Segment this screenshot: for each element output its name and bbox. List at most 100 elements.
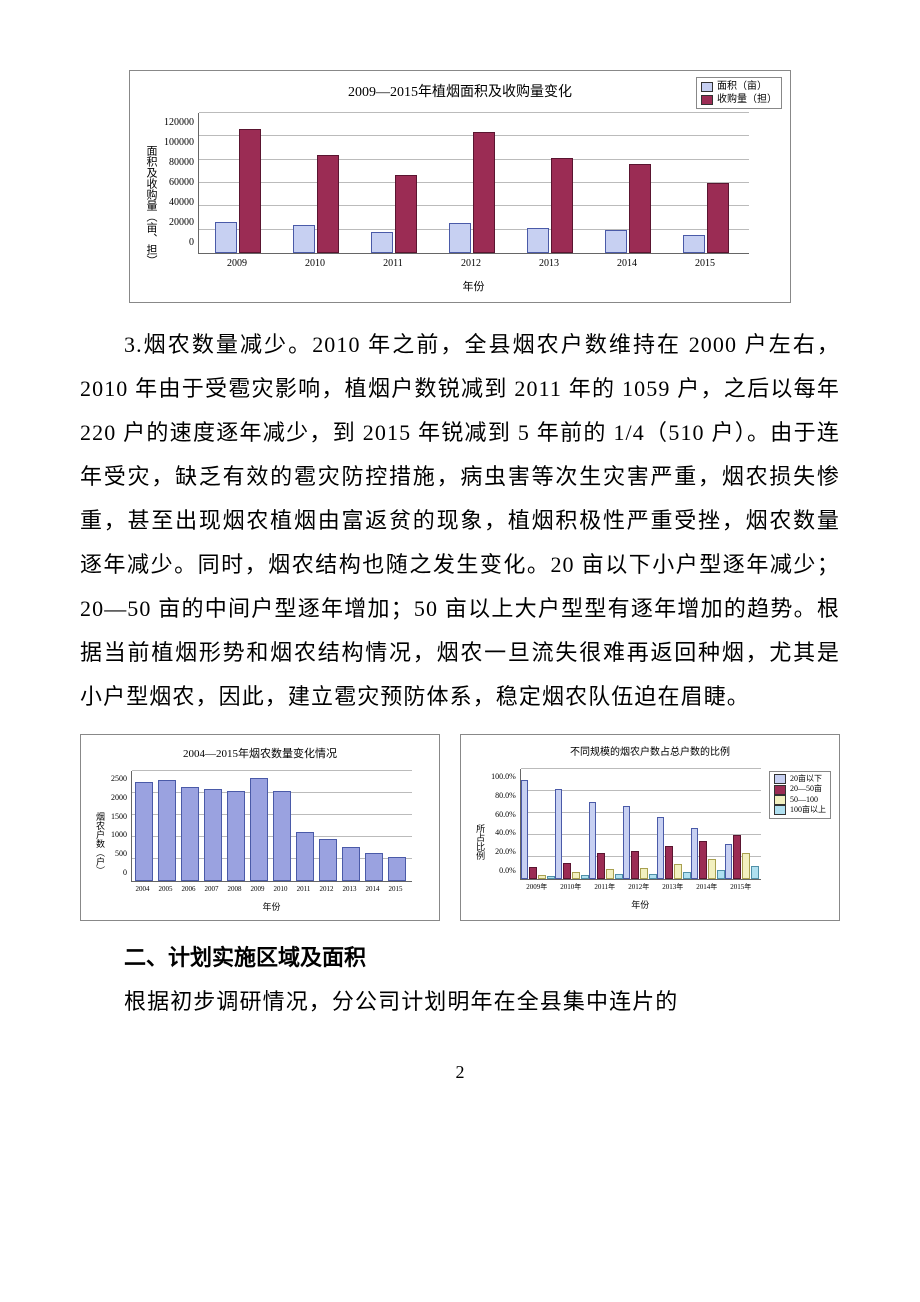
chart-1-xlabel: 年份 [198,276,749,298]
bar [365,853,383,881]
paragraph-plan: 根据初步调研情况，分公司计划明年在全县集中连片的 [80,980,840,1024]
legend-label: 收购量（担） [717,93,777,106]
bar [606,869,614,879]
bar [563,863,571,879]
heading-2: 二、计划实施区域及面积 [80,936,840,980]
chart-3-legend: 20亩以下 20—50亩 50—100 100亩以上 [769,771,831,819]
bar [371,232,393,253]
small-charts-row: 2004—2015年烟农数量变化情况 烟农户数（户） 2500200015001… [80,734,840,921]
bar [204,789,222,881]
chart-1-title: 2009—2015年植烟面积及收购量变化 [140,79,780,107]
chart-2-yaxis: 25002000150010005000 [111,771,131,881]
bar [529,867,537,879]
chart-3-ylabel: 所占比例 [471,769,489,914]
chart-1-yaxis: 120000100000800006000040000200000 [164,113,198,253]
legend-label: 20—50亩 [790,784,822,794]
legend-swatch [774,805,786,815]
paragraph-3: 3.烟农数量减少。2010 年之前，全县烟农户数维持在 2000 户左右，201… [80,323,840,719]
chart-1: 2009—2015年植烟面积及收购量变化 面积（亩） 收购量（担） 面积及收购量… [129,70,791,303]
bar [597,853,605,879]
bar [657,817,665,880]
bar [742,853,750,879]
legend-swatch [774,774,786,784]
bar [538,875,546,879]
chart-3-yaxis: 100.0%80.0%60.0%40.0%20.0%0.0% [491,769,520,879]
bar [227,791,245,881]
legend-label: 100亩以上 [790,805,826,815]
legend-label: 面积（亩） [717,80,767,93]
bar [449,223,471,253]
legend-label: 50—100 [790,795,818,805]
bar [181,787,199,881]
legend-item: 面积（亩） [701,80,777,93]
bar [395,175,417,253]
chart-1-legend: 面积（亩） 收购量（担） [696,77,782,109]
bar [615,874,623,879]
chart-3-xlabel: 年份 [520,896,761,914]
chart-2-xaxis: 2004200520062007200820092010201120122013… [131,882,411,896]
chart-3-xaxis: 2009年2010年2011年2012年2013年2014年2015年 [520,880,760,894]
bar [691,828,699,880]
bar [317,155,339,253]
bar [674,864,682,879]
chart-1-xaxis: 2009201020112012201320142015 [198,254,748,274]
bar [388,857,406,881]
bar [699,841,707,879]
bar [589,802,597,879]
bar [725,844,733,879]
bar [605,230,627,253]
bar [342,847,360,881]
chart-2-plot [131,771,412,882]
bar [751,866,759,879]
chart-3-plot [520,769,761,880]
bar [135,782,153,881]
chart-1-area: 面积及收购量（亩、担） 1200001000008000060000400002… [140,113,780,298]
bar [555,789,563,879]
bar [665,846,673,879]
bar [717,870,725,879]
legend-item: 20亩以下 [774,774,826,784]
chart-1-container: 2009—2015年植烟面积及收购量变化 面积（亩） 收购量（担） 面积及收购量… [80,70,840,303]
bar [683,235,705,253]
chart-2-title: 2004—2015年烟农数量变化情况 [91,743,429,765]
bar [572,872,580,880]
bar [683,872,691,880]
bar [708,859,716,879]
chart-2-xlabel: 年份 [131,898,412,916]
legend-label: 20亩以下 [790,774,822,784]
legend-item: 50—100 [774,795,826,805]
bar [631,851,639,879]
bar [215,222,237,253]
legend-swatch [774,785,786,795]
legend-item: 20—50亩 [774,784,826,794]
bar [250,778,268,881]
chart-2: 2004—2015年烟农数量变化情况 烟农户数（户） 2500200015001… [80,734,440,921]
bar [527,228,549,253]
bar [273,791,291,881]
bar [640,868,648,879]
legend-swatch [701,95,713,105]
bar [707,183,729,253]
chart-2-area: 烟农户数（户） 25002000150010005000 20042005200… [91,771,429,916]
bar [623,806,631,880]
bar [521,780,529,879]
bar [319,839,337,881]
chart-2-ylabel: 烟农户数（户） [91,771,109,916]
bar [733,835,741,879]
legend-swatch [774,795,786,805]
bar [293,225,315,253]
bar [296,832,314,881]
chart-3: 不同规模的烟农户数占总户数的比例 20亩以下 20—50亩 50—100 100… [460,734,840,921]
bar [547,876,555,879]
bar [649,874,657,879]
legend-swatch [701,82,713,92]
page-number: 2 [80,1054,840,1090]
bar [551,158,573,253]
bar [473,132,495,253]
legend-item: 收购量（担） [701,93,777,106]
bar [158,780,176,881]
bar [629,164,651,254]
bar [239,129,261,254]
chart-3-title: 不同规模的烟农户数占总户数的比例 [471,743,829,763]
chart-1-plot [198,113,749,254]
